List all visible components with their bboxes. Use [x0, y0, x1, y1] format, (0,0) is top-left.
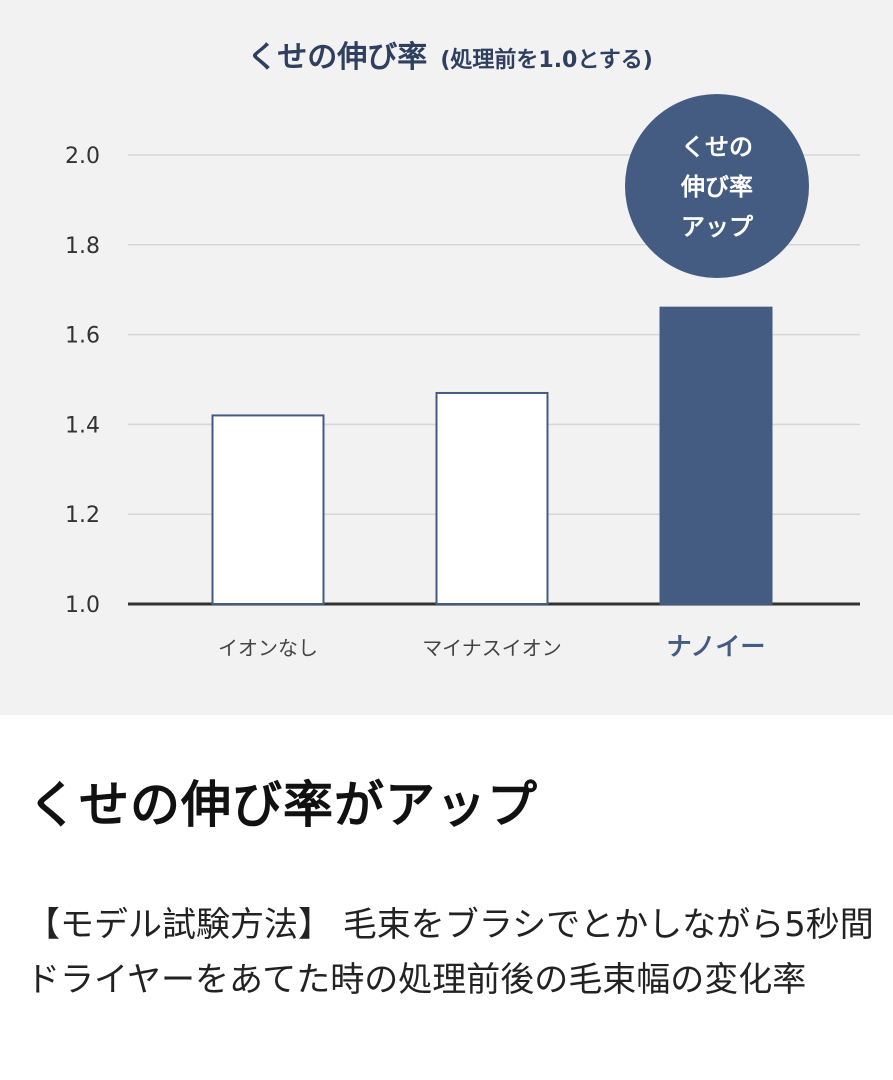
- chart-area: くせの伸び率 (処理前を1.0とする) 1.0 1.2 1.4 1.6 1.8 2.0 イ…: [0, 0, 893, 715]
- annotation-text: 伸び率: [680, 173, 753, 201]
- bar-2: [435, 391, 549, 605]
- svg-text:くせの伸び率 (処理前を1.0とする): くせの伸び率 (処理前を1.0とする): [247, 40, 653, 75]
- chart-title: くせの伸び率: [247, 40, 427, 75]
- annotation-text: くせの: [681, 133, 753, 161]
- y-tick-label: 1.8: [65, 234, 100, 259]
- description-text: 【モデル試験方法】 毛束をブラシでとかしながら5秒間ドライヤーをあてた時の処理前…: [26, 905, 874, 1000]
- y-tick-label: 1.0: [65, 593, 100, 618]
- annotation-badge: [625, 94, 809, 278]
- x-tick-label: ナノイー: [667, 632, 766, 661]
- x-tick-label: マイナスイオン: [422, 636, 562, 660]
- bar-chart: くせの伸び率 (処理前を1.0とする) 1.01.21.41.61.82.0 イ…: [65, 40, 860, 661]
- annotation-text: アップ: [681, 213, 754, 241]
- x-tick-label: イオンなし: [218, 636, 318, 660]
- y-tick-label: 2.0: [65, 144, 100, 169]
- y-tick-label: 1.2: [65, 503, 100, 528]
- chart-subtitle: (処理前を1.0とする): [440, 47, 652, 73]
- bar-1: [211, 414, 325, 606]
- section-heading: くせの伸び率がアップ: [28, 776, 538, 834]
- y-tick-label: 1.4: [65, 413, 100, 438]
- y-tick-label: 1.6: [65, 324, 100, 349]
- bar-3: [659, 306, 773, 605]
